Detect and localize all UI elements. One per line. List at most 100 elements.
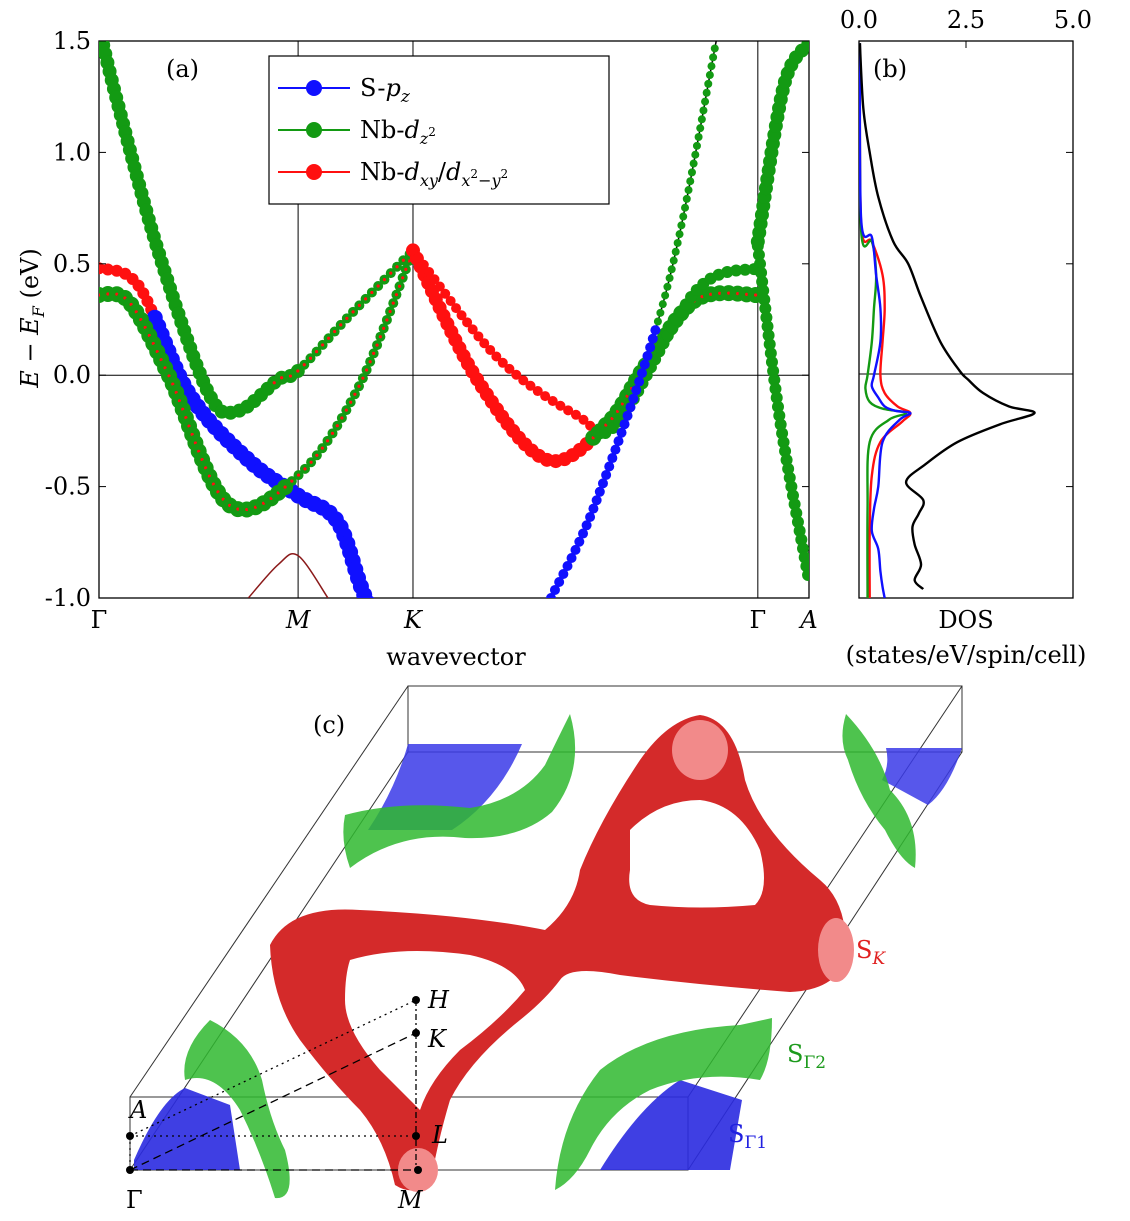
legend-marker-s-pz bbox=[306, 80, 322, 96]
band-7-line bbox=[247, 552, 329, 598]
band-6-dot bbox=[677, 221, 686, 230]
band-2-dot-core bbox=[378, 335, 382, 339]
band-9-dot bbox=[801, 41, 809, 52]
dos-x-ticks: 0.0 2.5 5.0 bbox=[840, 6, 1092, 488]
band-3-dot-core bbox=[345, 316, 349, 320]
band-3-dot-core bbox=[308, 356, 313, 360]
band-6-dot bbox=[616, 427, 627, 438]
band-6-dot bbox=[691, 150, 700, 159]
band-6-dot bbox=[636, 368, 647, 379]
band-5-dot bbox=[473, 331, 484, 342]
panel-a-frame bbox=[98, 40, 810, 599]
band-6-dot bbox=[665, 274, 674, 283]
band-3-dot-core bbox=[370, 290, 374, 295]
label-a: A bbox=[128, 1096, 147, 1124]
band-4-dot-core bbox=[754, 293, 758, 297]
band-8-dot bbox=[785, 480, 798, 493]
band-8-dot bbox=[760, 311, 773, 324]
band-8-dot bbox=[755, 266, 768, 279]
dos-axis-label-1: DOS bbox=[938, 606, 993, 634]
band-6-dot bbox=[656, 308, 665, 317]
band-2-dot-core bbox=[391, 301, 395, 305]
label-k: K bbox=[427, 1025, 448, 1053]
band-8-dot bbox=[777, 436, 790, 449]
band-6-dot bbox=[667, 265, 676, 274]
band-6-dot bbox=[597, 478, 608, 489]
band-6-dot bbox=[686, 177, 695, 186]
band-8-dot bbox=[769, 382, 782, 395]
dos-x-tick-label-2: 5.0 bbox=[1054, 6, 1092, 34]
band-5-dot bbox=[721, 266, 734, 279]
band-8-dot bbox=[763, 338, 776, 351]
band-5-dot bbox=[407, 245, 418, 256]
band-orbital-weights bbox=[99, 41, 809, 598]
band-5-dot bbox=[434, 281, 445, 292]
point-l bbox=[412, 1132, 420, 1140]
legend-marker-nb-dz2 bbox=[306, 122, 322, 138]
band-5-dot bbox=[563, 405, 574, 416]
label-s-gamma2: SΓ2 bbox=[787, 1040, 826, 1073]
band-2-dot-core bbox=[335, 424, 339, 428]
y-tick-label-0: 1.5 bbox=[53, 27, 91, 55]
band-2-dot-core bbox=[382, 326, 386, 330]
band-6-dot bbox=[669, 256, 678, 265]
band-6-dot bbox=[581, 520, 592, 531]
band-3-dot-core bbox=[401, 258, 405, 262]
band-6-dot bbox=[601, 469, 612, 480]
band-6-dot bbox=[594, 486, 605, 497]
band-2-dot-core bbox=[106, 292, 110, 296]
band-6-dot bbox=[696, 124, 705, 133]
band-2-dot-core bbox=[245, 507, 249, 512]
dos-x-tick-label-1: 2.5 bbox=[947, 6, 985, 34]
band-6-dot bbox=[694, 133, 703, 142]
point-gamma bbox=[126, 1166, 134, 1174]
band-8-dot bbox=[762, 329, 775, 342]
band-8-dot bbox=[771, 400, 784, 413]
band-6-dot bbox=[658, 300, 667, 309]
band-2-dot-core bbox=[325, 439, 330, 443]
s-k-surface bbox=[270, 715, 854, 1192]
band-6-dot bbox=[570, 544, 581, 555]
band-5-dot bbox=[491, 351, 502, 362]
band-2-dot-core bbox=[364, 368, 369, 372]
point-labels: H K L A Γ M bbox=[126, 986, 450, 1214]
band-8-dot bbox=[780, 454, 793, 467]
band-5-dot bbox=[440, 288, 451, 299]
band-3-dot-core bbox=[302, 363, 306, 367]
band-3-dot-core bbox=[272, 381, 276, 385]
band-1-dot bbox=[361, 594, 375, 598]
band-6-dot bbox=[682, 194, 691, 203]
band-6-dot bbox=[634, 376, 645, 387]
band-5-dot bbox=[525, 380, 536, 391]
band-8-dot bbox=[774, 418, 787, 431]
band-8-dot bbox=[757, 284, 770, 297]
band-8-dot bbox=[758, 293, 771, 306]
band-6-dot bbox=[588, 503, 599, 514]
legend-entry-s-pz: S-pz bbox=[278, 74, 411, 107]
band-5-dot bbox=[479, 338, 490, 349]
band-6-dot bbox=[631, 385, 642, 396]
band-5-dot bbox=[497, 357, 508, 368]
band-6-dot bbox=[661, 291, 670, 300]
dos-curve-nb-d-z- bbox=[859, 43, 908, 598]
label-h: H bbox=[427, 986, 450, 1014]
band-8-dot bbox=[782, 462, 795, 475]
band-2-dot-core bbox=[315, 453, 319, 457]
band-6-dot bbox=[613, 436, 624, 447]
band-2-dot-core bbox=[353, 392, 357, 396]
label-l: L bbox=[431, 1121, 448, 1149]
band-8-dot bbox=[759, 302, 772, 315]
s-gamma2-pockets bbox=[184, 714, 916, 1199]
dos-panel: 0.0 2.5 5.0 (b) DOS (states/eV/spin/cell) bbox=[840, 6, 1092, 669]
band-5-dot bbox=[504, 363, 515, 374]
band-6-dot bbox=[702, 88, 711, 97]
band-4-dot-core bbox=[745, 292, 749, 296]
band-2-dot-core bbox=[385, 318, 389, 322]
band-6-dot bbox=[692, 141, 701, 150]
band-6-dot bbox=[671, 247, 680, 256]
legend: S-pz Nb-dz2 Nb-dxy/dx2−y2 bbox=[268, 55, 610, 205]
band-6-dot bbox=[697, 115, 706, 124]
band-3-dot-core bbox=[280, 376, 284, 380]
band-6-dot bbox=[639, 359, 650, 370]
